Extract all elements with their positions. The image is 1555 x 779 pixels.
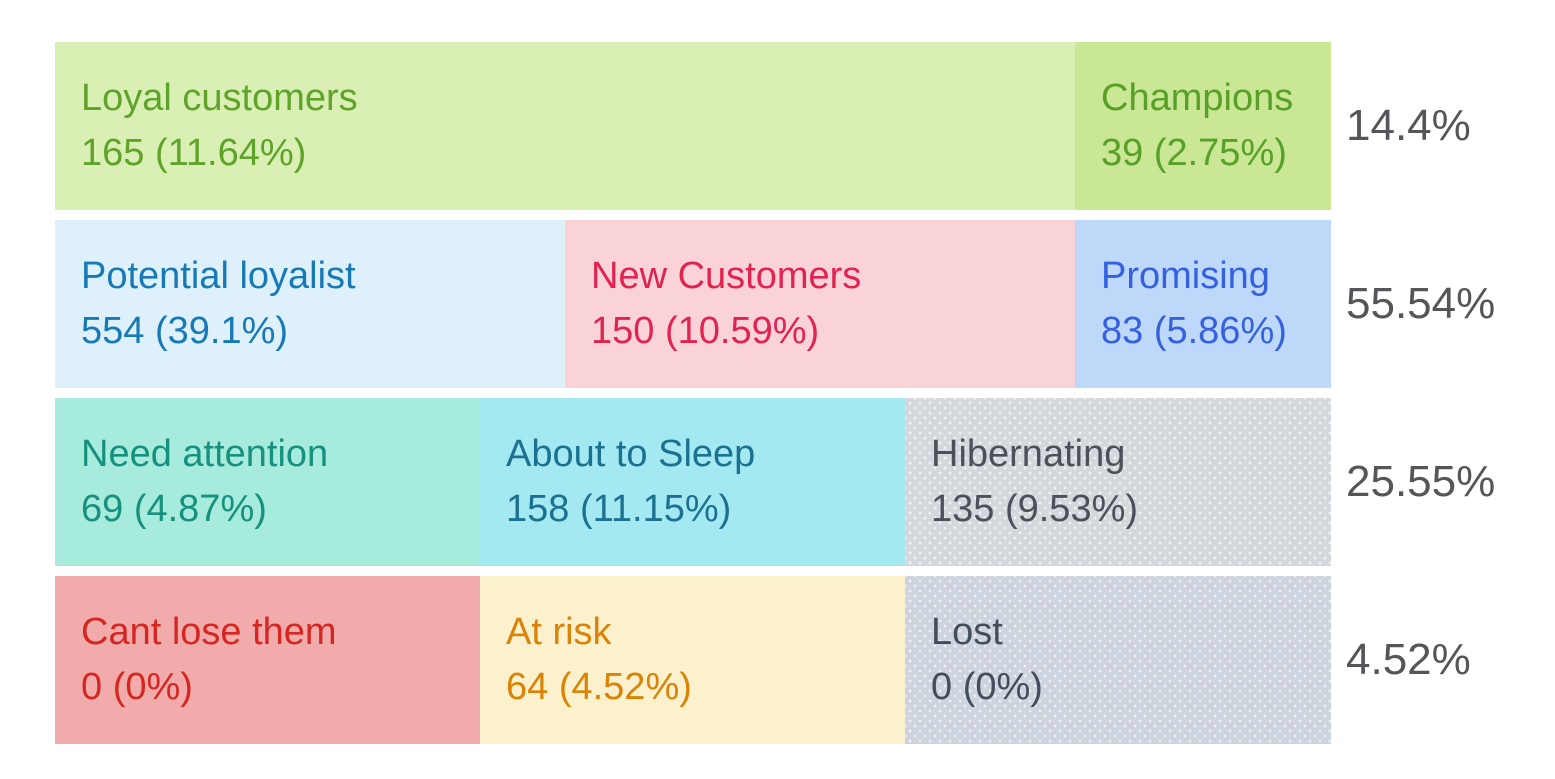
- segment-value: 69 (4.87%): [81, 488, 267, 530]
- segment-cell-potential-loyalist[interactable]: Potential loyalist 554 (39.1%): [55, 220, 565, 388]
- segment-cells: Potential loyalist 554 (39.1%) New Custome…: [55, 220, 1331, 388]
- segment-row-4: Cant lose them 0 (0%) At risk 64 (4.52%) Los…: [55, 576, 1495, 744]
- segment-cell-about-to-sleep[interactable]: About to Sleep 158 (11.15%): [480, 398, 905, 566]
- segment-row-2: Potential loyalist 554 (39.1%) New Custome…: [55, 220, 1495, 388]
- segment-label: Champions: [1101, 77, 1294, 119]
- segment-cells: Cant lose them 0 (0%) At risk 64 (4.52%) Los…: [55, 576, 1331, 744]
- segment-label: New Customers: [591, 255, 862, 297]
- segment-cell-cant-lose-them[interactable]: Cant lose them 0 (0%): [55, 576, 480, 744]
- segment-cell-at-risk[interactable]: At risk 64 (4.52%): [480, 576, 905, 744]
- rfm-segments-chart: Loyal customers 165 (11.64%) Champions 39 (…: [55, 42, 1495, 754]
- segment-value: 135 (9.53%): [931, 488, 1139, 530]
- segment-value: 0 (0%): [81, 666, 193, 708]
- segment-value: 165 (11.64%): [81, 132, 307, 174]
- segment-label: At risk: [506, 611, 612, 653]
- segment-cells: Loyal customers 165 (11.64%) Champions 39 (…: [55, 42, 1331, 210]
- segment-value: 554 (39.1%): [81, 310, 289, 352]
- segment-value: 158 (11.15%): [506, 488, 732, 530]
- segment-value: 150 (10.59%): [591, 310, 820, 352]
- segment-row-3: Need attention 69 (4.87%) About to Sleep 15…: [55, 398, 1495, 566]
- segment-value: 0 (0%): [931, 666, 1043, 708]
- segment-label: Lost: [931, 611, 1003, 653]
- segment-cell-loyal-customers[interactable]: Loyal customers 165 (11.64%): [55, 42, 1075, 210]
- row-percent-label: 4.52%: [1346, 635, 1471, 684]
- segment-value: 39 (2.75%): [1101, 132, 1287, 174]
- segment-label: Cant lose them: [81, 611, 337, 653]
- segment-label: About to Sleep: [506, 433, 756, 475]
- row-percent-label: 55.54%: [1346, 279, 1496, 328]
- segment-cell-lost[interactable]: Lost 0 (0%): [905, 576, 1331, 744]
- segment-cell-champions[interactable]: Champions 39 (2.75%): [1075, 42, 1331, 210]
- segment-label: Loyal customers: [81, 77, 358, 119]
- segment-cell-hibernating[interactable]: Hibernating 135 (9.53%): [905, 398, 1331, 566]
- segment-row-1: Loyal customers 165 (11.64%) Champions 39 (…: [55, 42, 1495, 210]
- segment-cells: Need attention 69 (4.87%) About to Sleep 15…: [55, 398, 1331, 566]
- segment-cell-promising[interactable]: Promising 83 (5.86%): [1075, 220, 1331, 388]
- segment-label: Promising: [1101, 255, 1270, 297]
- segment-label: Potential loyalist: [81, 255, 356, 297]
- row-percent-label: 25.55%: [1346, 457, 1496, 506]
- segment-label: Need attention: [81, 433, 329, 475]
- segment-value: 64 (4.52%): [506, 666, 692, 708]
- row-percent-label: 14.4%: [1346, 101, 1471, 150]
- segment-value: 83 (5.86%): [1101, 310, 1287, 352]
- segment-label: Hibernating: [931, 433, 1126, 475]
- segment-cell-new-customers[interactable]: New Customers 150 (10.59%): [565, 220, 1075, 388]
- segment-cell-need-attention[interactable]: Need attention 69 (4.87%): [55, 398, 480, 566]
